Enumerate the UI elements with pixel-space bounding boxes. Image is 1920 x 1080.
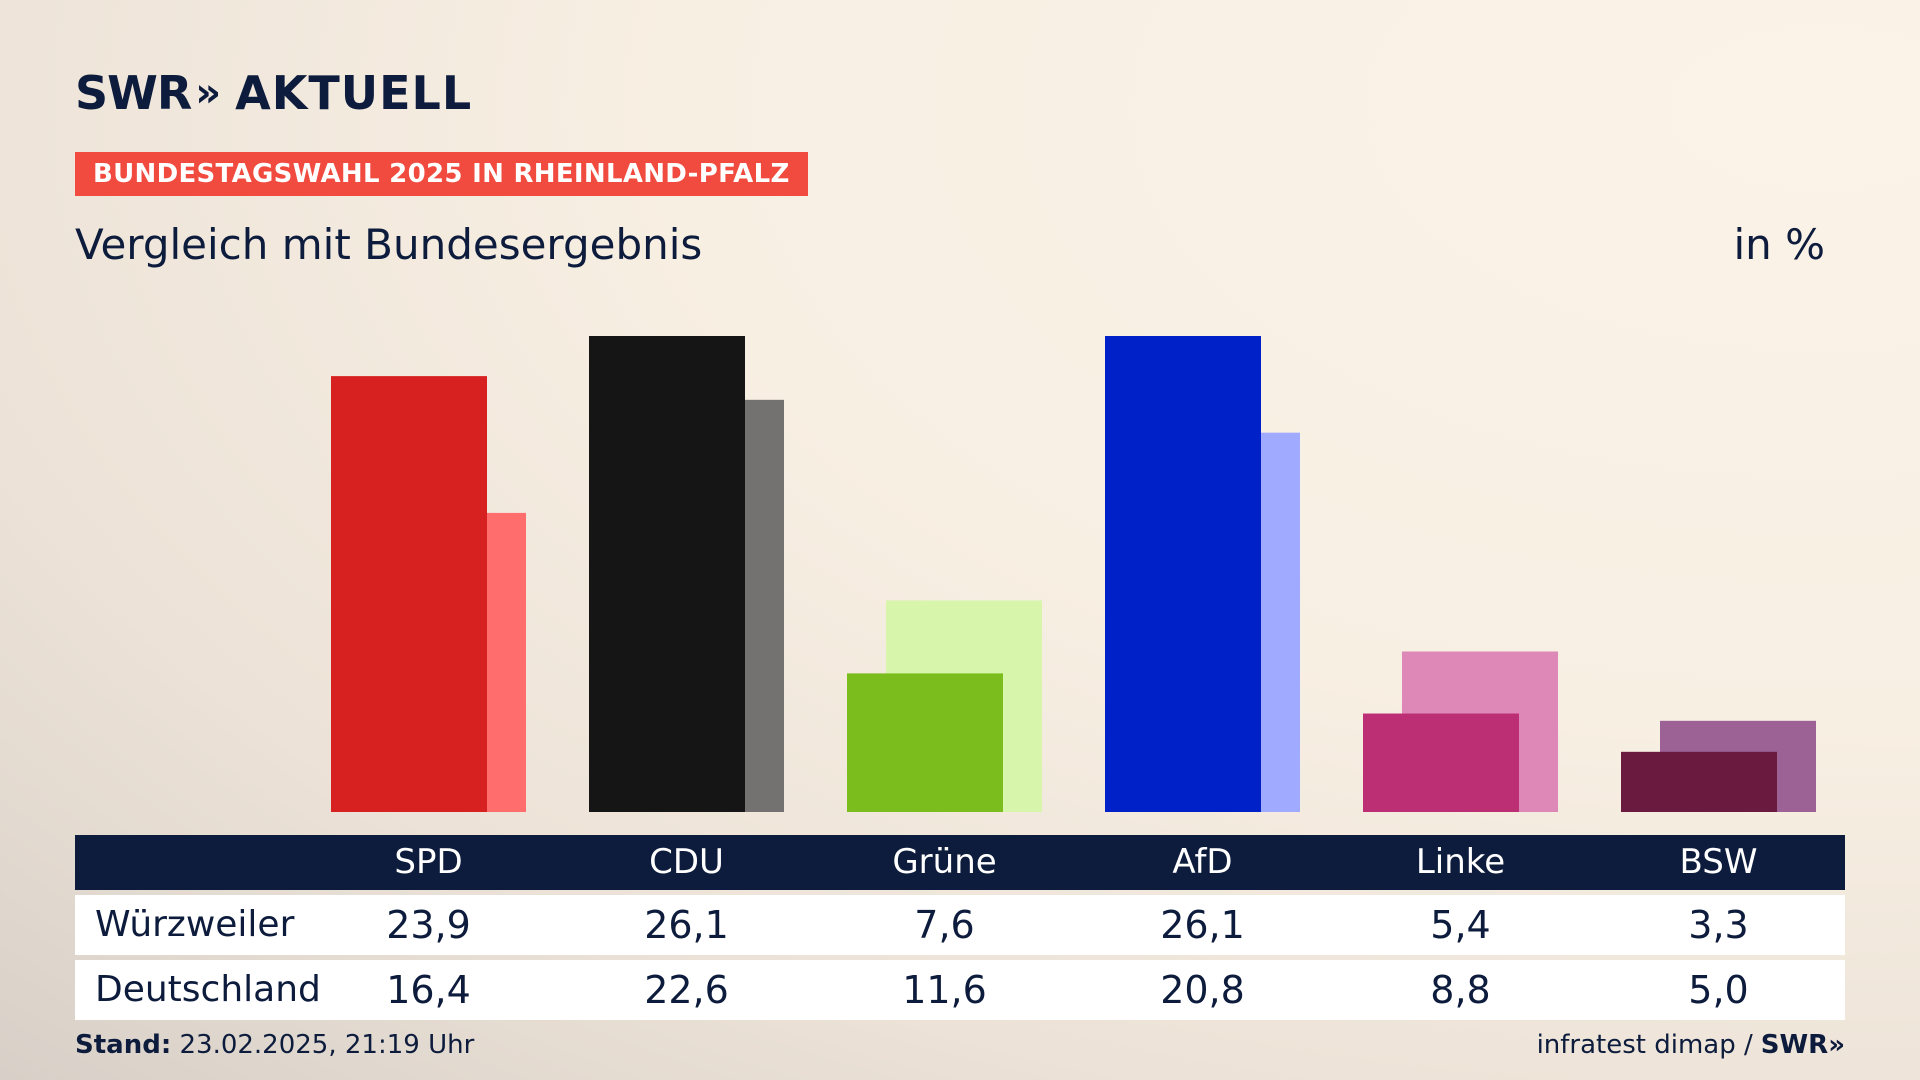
column-header-linke: Linke	[1415, 842, 1506, 882]
row-label: Deutschland	[95, 969, 321, 1010]
value-cell-afd: 20,8	[1160, 968, 1245, 1012]
bar-wuerzweiler-grüne	[847, 673, 1003, 812]
column-header-cdu: CDU	[649, 842, 724, 882]
table-header-row: SPD CDU Grüne AfD Linke BSW	[75, 835, 1845, 890]
bar-chart	[331, 336, 1816, 812]
stand-value: 23.02.2025, 21:19 Uhr	[179, 1030, 475, 1060]
table-row-deutschland: Deutschland 16,4 22,6 11,6 20,8 8,8 5,0	[75, 960, 1845, 1020]
column-header-bsw: BSW	[1679, 842, 1758, 882]
timestamp: Stand: 23.02.2025, 21:19 Uhr	[75, 1030, 474, 1060]
source-brand: SWR»	[1760, 1030, 1845, 1060]
column-header-afd: AfD	[1172, 842, 1233, 882]
bar-wuerzweiler-afd	[1105, 336, 1261, 812]
row-label: Würzweiler	[95, 904, 295, 945]
value-cell-spd: 23,9	[386, 903, 471, 947]
value-cell-spd: 16,4	[386, 968, 471, 1012]
value-cell-cdu: 26,1	[644, 903, 729, 947]
results-table: SPD CDU Grüne AfD Linke BSW Würzweiler 23,9 26…	[75, 835, 1845, 1020]
value-cell-linke: 5,4	[1430, 903, 1491, 947]
column-header-spd: SPD	[394, 842, 463, 882]
source-text: infratest dimap /	[1536, 1030, 1753, 1060]
unit-label: in %	[1733, 220, 1825, 269]
swr-aktuell-logo: SWR » AKTUELL	[75, 66, 472, 120]
logo-brand: SWR	[75, 66, 192, 120]
bar-wuerzweiler-cdu	[589, 336, 745, 812]
value-cell-bsw: 3,3	[1688, 903, 1749, 947]
value-cell-afd: 26,1	[1160, 903, 1245, 947]
value-cell-grüne: 11,6	[902, 968, 987, 1012]
value-cell-cdu: 22,6	[644, 968, 729, 1012]
column-header-grüne: Grüne	[892, 842, 997, 882]
value-cell-grüne: 7,6	[914, 903, 975, 947]
bar-wuerzweiler-bsw	[1621, 751, 1777, 812]
source-credit: infratest dimap / SWR»	[1537, 1030, 1845, 1060]
bar-wuerzweiler-linke	[1363, 713, 1519, 812]
table-row-wuerzweiler: Würzweiler 23,9 26,1 7,6 26,1 5,4 3,3	[75, 895, 1845, 955]
value-cell-bsw: 5,0	[1688, 968, 1749, 1012]
value-cell-linke: 8,8	[1430, 968, 1491, 1012]
chart-subtitle: Vergleich mit Bundesergebnis	[75, 220, 703, 269]
bar-wuerzweiler-spd	[331, 376, 487, 812]
logo-product: AKTUELL	[235, 66, 473, 120]
election-badge: BUNDESTAGSWAHL 2025 IN RHEINLAND-PFALZ	[75, 152, 808, 196]
stand-label: Stand:	[75, 1030, 172, 1060]
